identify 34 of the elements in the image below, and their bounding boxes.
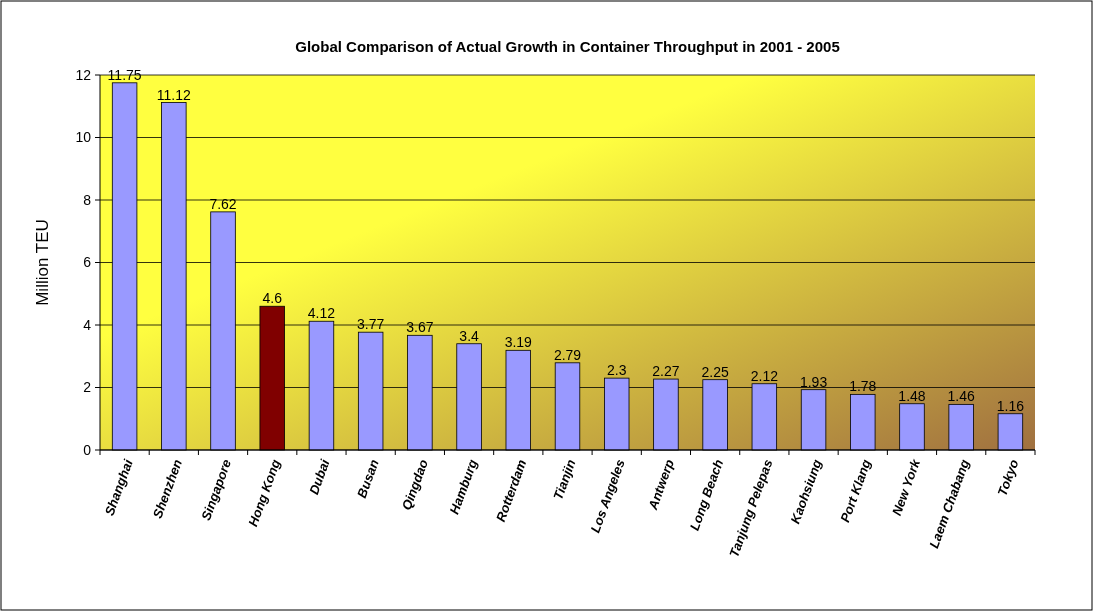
data-label: 1.48 [898, 387, 926, 404]
data-label: 3.19 [504, 334, 533, 351]
y-tick-label: 4 [83, 316, 92, 333]
data-label: 3.67 [406, 319, 434, 336]
x-tick-label: Long Beach [686, 457, 727, 533]
y-tick-label: 2 [83, 379, 92, 396]
data-label: 4.6 [262, 290, 283, 307]
data-label: 3.4 [459, 327, 480, 344]
chart-title: Global Comparison of Actual Growth in Container Throughput in 2001 - 2005 [295, 38, 840, 55]
data-label: 3.77 [357, 316, 385, 333]
data-label: 2.12 [750, 367, 779, 384]
x-tick-label: Tokyo [994, 457, 1022, 499]
data-label: 2.25 [701, 363, 729, 380]
x-tick-label: Tianjin [550, 457, 579, 502]
y-tick-label: 8 [83, 191, 92, 208]
data-label: 1.16 [996, 397, 1025, 414]
x-tick-label: Dubai [306, 457, 333, 497]
data-label: 2.27 [652, 363, 680, 380]
data-label: 1.46 [947, 388, 976, 405]
data-label: 2.3 [606, 362, 627, 379]
data-label: 1.93 [799, 373, 828, 390]
data-label: 7.62 [209, 195, 237, 212]
x-tick-label: Hong Kong [245, 457, 284, 529]
x-tick-label: Port Klang [837, 457, 874, 525]
data-label: 2.79 [553, 346, 582, 363]
y-tick-label: 6 [83, 254, 92, 271]
y-tick-label: 12 [75, 66, 92, 83]
y-axis-title: Million TEU [33, 219, 52, 306]
data-label: 4.12 [307, 305, 336, 322]
data-label: 11.12 [156, 86, 192, 103]
x-tick-label: Busan [354, 457, 382, 500]
y-tick-label: 0 [83, 441, 92, 458]
y-tick-label: 10 [75, 129, 92, 146]
x-tick-label: New York [888, 456, 924, 518]
